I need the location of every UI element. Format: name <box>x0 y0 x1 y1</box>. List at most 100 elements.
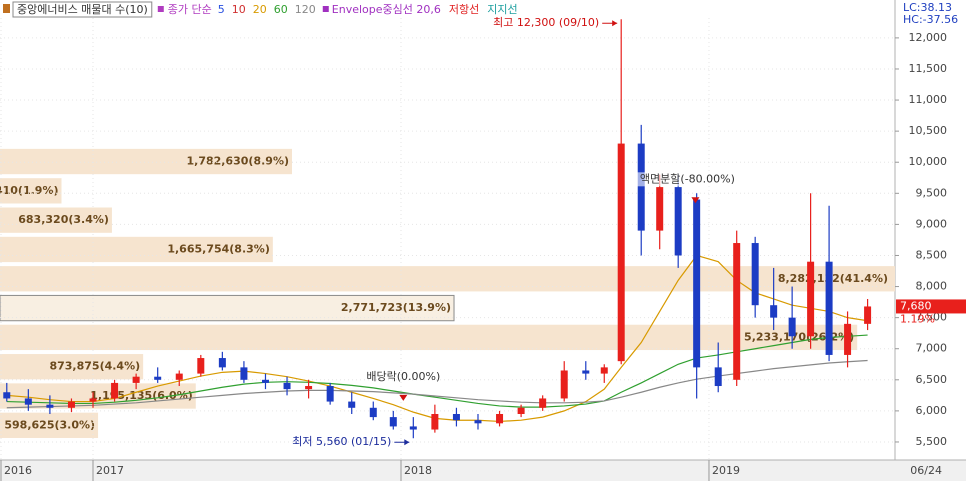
candle-body <box>89 398 97 402</box>
legend-resistance: 저항선 <box>449 3 479 16</box>
legend-series: 5 <box>218 3 225 16</box>
legend-series: 60 <box>274 3 288 16</box>
lc-label: LC:38.13 <box>903 1 952 14</box>
profile-bar <box>0 236 273 263</box>
candle-body <box>67 401 75 408</box>
candle-body <box>864 306 872 324</box>
legend-ma-label: 종가 단순 <box>168 3 212 16</box>
candle-body <box>496 413 504 424</box>
candle-body <box>431 413 439 430</box>
profile-label: 1,665,754(8.3%) <box>167 242 270 255</box>
x-tick-label: 2016 <box>4 464 32 477</box>
low-arrow-head <box>404 439 410 446</box>
candle-body <box>240 367 248 380</box>
candle-body <box>656 187 664 231</box>
candle-body <box>825 261 833 355</box>
legend-icon <box>3 4 10 13</box>
profile-bar <box>0 207 112 233</box>
candles <box>3 19 872 439</box>
y-tick-label: 9,500 <box>916 186 948 199</box>
candle-body <box>770 305 778 318</box>
profile-bar <box>0 324 858 351</box>
candle-body <box>283 382 291 390</box>
legend-series: 10 <box>232 3 246 16</box>
high-arrow-head <box>612 20 618 27</box>
candle-body <box>46 404 54 408</box>
y-tick-label: 9,000 <box>916 217 948 230</box>
candle-body <box>3 392 11 399</box>
candle-body <box>218 358 226 368</box>
legend-series: 20 <box>253 3 267 16</box>
candle-body <box>560 370 568 399</box>
candle-body <box>132 376 140 383</box>
candle-body <box>539 398 547 408</box>
candle-body <box>844 323 852 355</box>
x-tick-label: 2017 <box>96 464 124 477</box>
profile-label: 375,410(1.9%) <box>0 184 58 197</box>
current-price-box <box>896 299 966 314</box>
candle-body <box>326 386 334 402</box>
legend-ma-icon <box>157 6 164 12</box>
profile-label: 2,771,723(13.9%) <box>341 301 451 314</box>
profile-bar <box>0 178 62 204</box>
low-annotation: 최저 5,560 (01/15) <box>292 435 391 448</box>
high-annotation: 최고 12,300 (09/10) <box>493 16 599 29</box>
legend-support: 지지선 <box>487 3 517 16</box>
y-tick-label: 11,500 <box>909 62 948 75</box>
candle-body <box>348 401 356 408</box>
legend-profile-box <box>12 1 153 18</box>
split-marker <box>691 197 700 204</box>
y-tick-label: 10,000 <box>909 155 948 168</box>
y-tick-label: 8,500 <box>916 248 948 261</box>
y-tick-label: 8,000 <box>916 280 948 293</box>
profile-bar <box>0 354 144 380</box>
candle-body <box>714 367 722 387</box>
profile-label: 683,320(3.4%) <box>18 213 109 226</box>
y-tick-label: 7,000 <box>916 342 948 355</box>
last-date-label: 06/24 <box>910 464 942 477</box>
candle-body <box>674 187 682 256</box>
candle-body <box>197 358 205 374</box>
change-label: 1.19% <box>900 312 935 325</box>
candle-body <box>369 407 377 418</box>
y-tick-label: 5,500 <box>916 435 948 448</box>
candle-body <box>807 261 815 337</box>
profile-label: 1,782,630(8.9%) <box>187 155 290 168</box>
candle-body <box>751 243 759 306</box>
candle-body <box>693 199 701 368</box>
candle-body <box>452 413 460 421</box>
candle-body <box>582 370 590 374</box>
y-tick-label: 12,000 <box>909 31 948 44</box>
grid <box>0 18 899 481</box>
candle-body <box>175 373 183 380</box>
y-tick-label: 7,500 <box>916 311 948 324</box>
candle-body <box>154 376 162 380</box>
candle-body <box>474 420 482 424</box>
y-tick-label: 11,000 <box>909 93 948 106</box>
legend-envelope: Envelope중심선 20,6 <box>332 3 441 16</box>
split-annotation: 액면분할(-80.00%) <box>640 172 735 185</box>
x-axis-strip <box>0 460 966 481</box>
candle-body <box>517 407 525 414</box>
candle-body <box>111 382 119 399</box>
profile-label: 873,875(4.4%) <box>49 360 140 373</box>
candle-body <box>24 398 32 405</box>
profile-label: 8,282,132(41.4%) <box>778 272 888 285</box>
candle-body <box>637 143 645 231</box>
foreground: 5,500 6,000 6,500 7,000 7,500 8,000 8,500 9,000… <box>3 1 966 477</box>
candle-body <box>600 367 608 374</box>
candle-body <box>261 379 269 383</box>
candle-body <box>788 317 796 337</box>
profile-bar <box>0 294 455 322</box>
split-bg <box>637 172 738 187</box>
y-tick-label: 6,500 <box>916 373 948 386</box>
profile-bar <box>0 148 292 175</box>
candle-body <box>389 417 397 427</box>
dividend-marker <box>399 394 408 401</box>
x-tick-label: 2019 <box>712 464 740 477</box>
profile-label: 598,625(3.0%) <box>4 418 95 431</box>
y-tick-label: 6,000 <box>916 404 948 417</box>
hc-label: HC:-37.56 <box>903 13 958 26</box>
legend-profile-title: 중앙에너비스 매물대 수(10) <box>17 3 148 16</box>
